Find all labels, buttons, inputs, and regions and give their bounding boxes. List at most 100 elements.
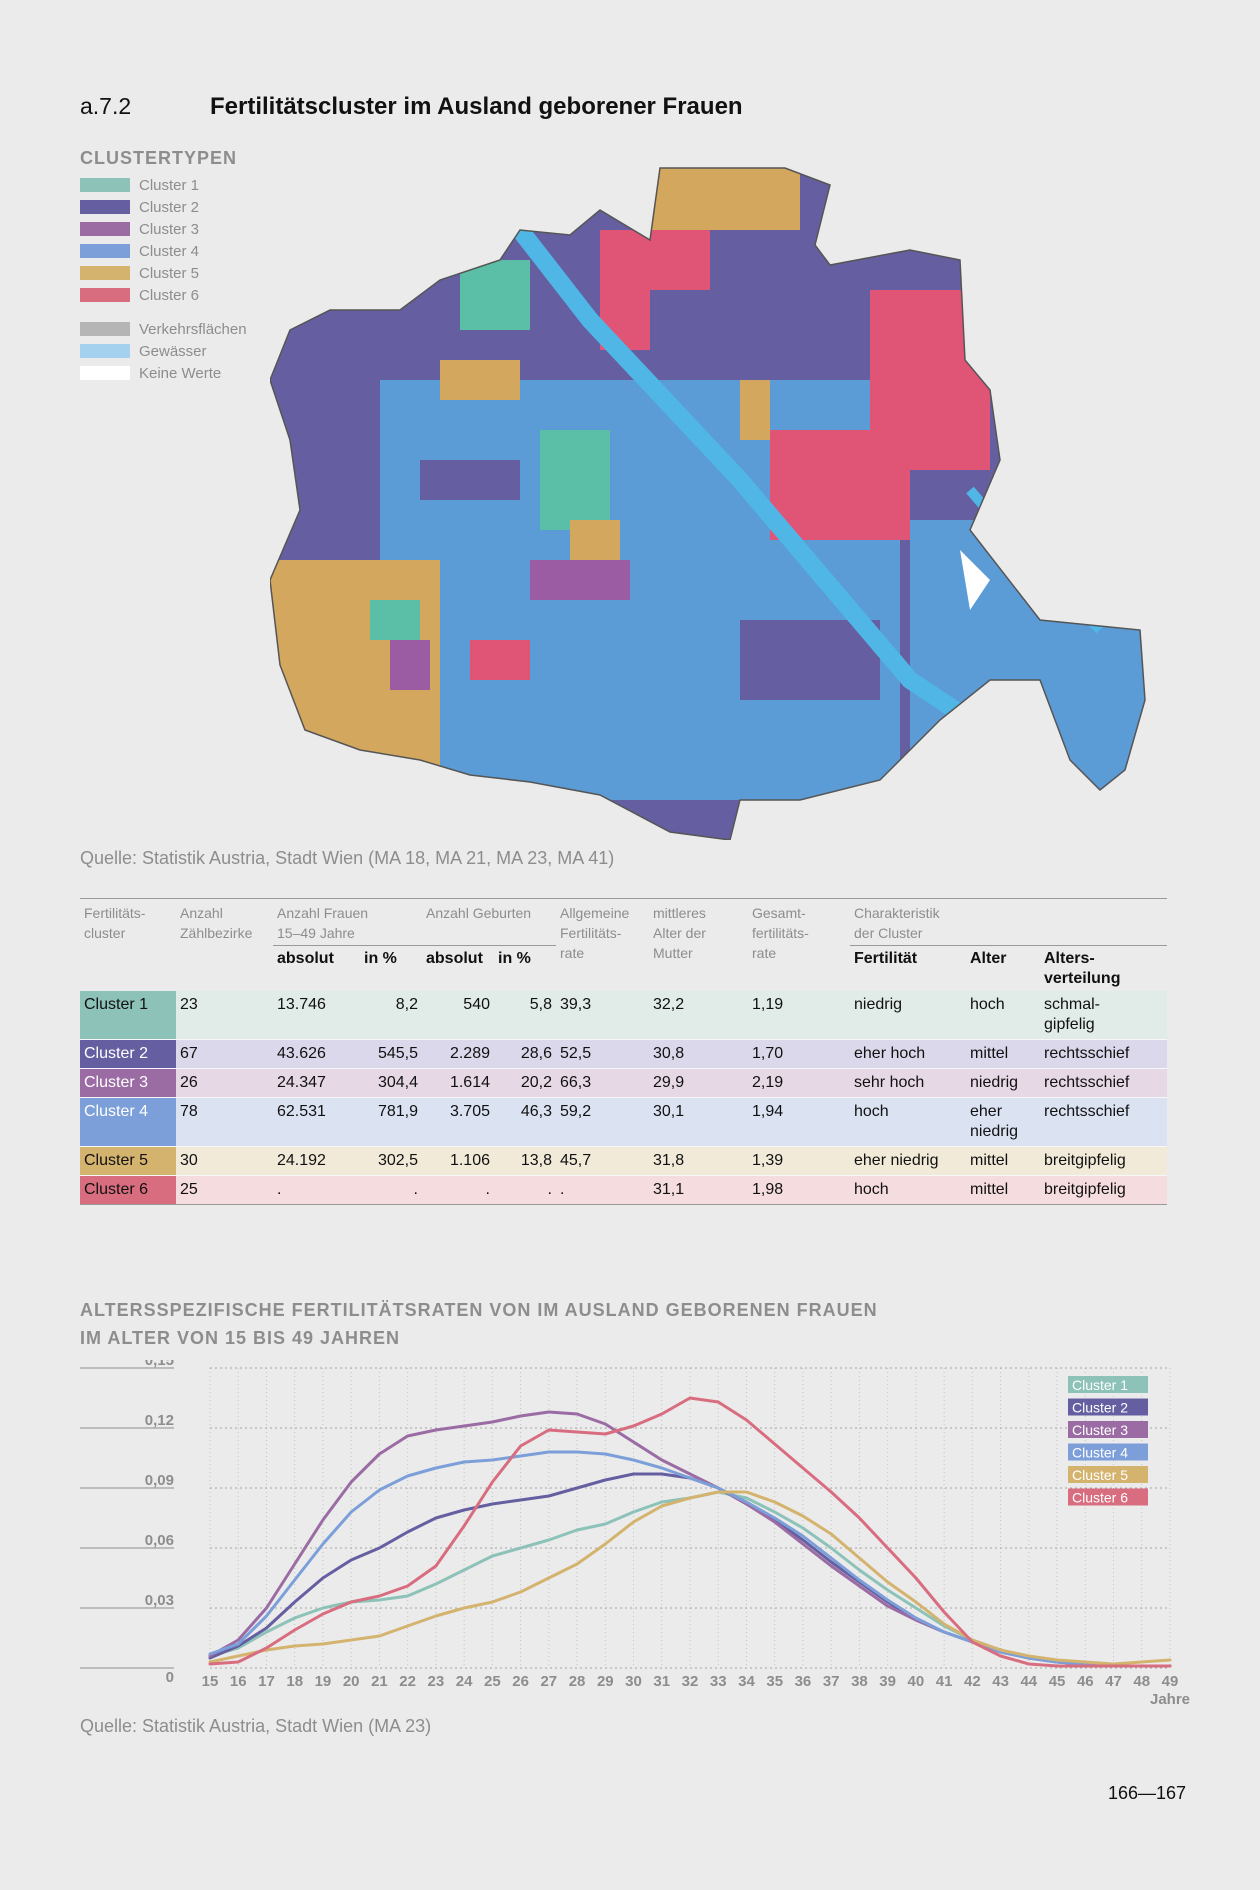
cell-births-pct: 13,8 — [494, 1146, 556, 1176]
table-row: Cluster 2 67 43.626 545,5 2.289 28,6 52,5 30,8 1… — [80, 1039, 1167, 1069]
chart-legend-swatch — [1068, 1398, 1148, 1416]
th-alter: Alter — [970, 950, 1007, 967]
cell-women-abs: 62.531 — [273, 1097, 360, 1147]
cell-cluster: Cluster 6 — [80, 1175, 176, 1205]
x-tick-label: 44 — [1020, 1673, 1037, 1690]
series-line-cluster-3 — [208, 1410, 1172, 1668]
cell-fert: eher niedrig — [850, 1146, 966, 1176]
cell-dist: rechtsschief — [1040, 1068, 1167, 1098]
cell-tfr: 2,19 — [748, 1068, 850, 1098]
legend-swatch — [80, 178, 130, 192]
x-tick-label: 42 — [964, 1673, 981, 1690]
legend-item: Cluster 6 — [80, 284, 247, 306]
x-tick-label: 41 — [936, 1673, 953, 1690]
th-districts: Anzahl Zählbezirke — [176, 898, 273, 991]
x-tick-label: 45 — [1049, 1673, 1066, 1690]
x-tick-label: 35 — [766, 1673, 783, 1690]
cell-women-pct: 545,5 — [360, 1039, 422, 1069]
th-births: Anzahl Geburten — [422, 898, 556, 946]
th-fertility: Fertilität — [854, 950, 918, 967]
legend-item: Gewässer — [80, 340, 247, 362]
cell-tfr: 1,39 — [748, 1146, 850, 1176]
chart-title-line1: ALTERSSPEZIFISCHE FERTILITÄTSRATEN VON I… — [80, 1300, 878, 1320]
cell-births-pct: 20,2 — [494, 1068, 556, 1098]
cell-dist: breitgipfelig — [1040, 1146, 1167, 1176]
th-women-abs: absolut — [277, 950, 334, 967]
chart-legend-label: Cluster 4 — [1072, 1445, 1128, 1461]
legend-item: Verkehrsflächen — [80, 318, 247, 340]
cell-districts: 67 — [176, 1039, 273, 1069]
vienna-cluster-map — [270, 167, 1146, 840]
legend-item: Cluster 2 — [80, 196, 247, 218]
cell-dist: rechtsschief — [1040, 1039, 1167, 1069]
cell-births-abs: 2.289 — [422, 1039, 494, 1069]
th-births-pct: in % — [498, 950, 531, 967]
cluster-table: Fertilitäts- cluster Anzahl Zählbezirke … — [80, 898, 1167, 1205]
cell-age: 30,1 — [649, 1097, 748, 1147]
legend-label: Verkehrsflächen — [139, 320, 247, 338]
series-line-cluster-4 — [208, 1450, 1172, 1668]
cell-cluster: Cluster 4 — [80, 1097, 176, 1147]
legend-swatch — [80, 322, 130, 336]
legend-swatch — [80, 344, 130, 358]
chart-legend-label: Cluster 3 — [1072, 1422, 1128, 1438]
cell-fert: sehr hoch — [850, 1068, 966, 1098]
cell-gfr: 59,2 — [556, 1097, 649, 1147]
legend-label: Cluster 3 — [139, 220, 200, 238]
y-tick-label: 0,12 — [145, 1412, 174, 1429]
chart-legend-label: Cluster 6 — [1072, 1490, 1128, 1506]
cell-districts: 78 — [176, 1097, 273, 1147]
x-tick-label: 39 — [879, 1673, 896, 1690]
cell-alter: mittel — [966, 1175, 1040, 1205]
cell-age: 31,1 — [649, 1175, 748, 1205]
cell-alter: mittel — [966, 1039, 1040, 1069]
map-source: Quelle: Statistik Austria, Stadt Wien (M… — [80, 848, 615, 868]
cell-fert: hoch — [850, 1097, 966, 1147]
chart-legend-swatch — [1068, 1376, 1148, 1393]
cell-tfr: 1,94 — [748, 1097, 850, 1147]
legend-item: Cluster 5 — [80, 262, 247, 284]
table-row: Cluster 3 26 24.347 304,4 1.614 20,2 66,3 29,9 2… — [80, 1068, 1167, 1098]
table-row: Cluster 5 30 24.192 302,5 1.106 13,8 45,7 31,8 1… — [80, 1146, 1167, 1176]
x-tick-label: 16 — [230, 1673, 247, 1690]
cell-births-abs: 1.614 — [422, 1068, 494, 1098]
cell-births-abs: . — [422, 1175, 494, 1205]
chart-source: Quelle: Statistik Austria, Stadt Wien (M… — [80, 1716, 432, 1736]
chart-legend-swatch — [1068, 1488, 1148, 1506]
cell-alter: mittel — [966, 1146, 1040, 1176]
th-gfr: Allgemeine Fertilitäts- rate — [556, 898, 649, 991]
x-tick-label: 30 — [625, 1673, 642, 1690]
chart-legend-swatch — [1068, 1443, 1148, 1461]
legend-label: Cluster 5 — [139, 264, 200, 282]
series-line-cluster-2 — [208, 1472, 1172, 1668]
x-tick-label: 19 — [315, 1673, 332, 1690]
cell-dist: schmal- gipfelig — [1040, 991, 1167, 1040]
cell-gfr: 39,3 — [556, 991, 649, 1040]
cell-cluster: Cluster 5 — [80, 1146, 176, 1176]
page-title: Fertilitätscluster im Ausland geborener … — [210, 93, 743, 120]
x-tick-label: 23 — [428, 1673, 445, 1690]
x-tick-label: 25 — [484, 1673, 501, 1690]
legend-item: Cluster 4 — [80, 240, 247, 262]
cell-tfr: 1,19 — [748, 991, 850, 1040]
cell-births-pct: 5,8 — [494, 991, 556, 1040]
chart-legend-label: Cluster 2 — [1072, 1400, 1128, 1416]
chart-legend-swatch — [1068, 1421, 1148, 1438]
chart-legend-label: Cluster 1 — [1072, 1377, 1128, 1393]
cell-women-pct: 781,9 — [360, 1097, 422, 1147]
cell-alter: eher niedrig — [966, 1097, 1040, 1147]
table-row: Cluster 6 25..... 31,1 1,98 hoch mittel breitg… — [80, 1175, 1167, 1205]
legend-swatch — [80, 244, 130, 258]
chart-legend-swatch — [1068, 1466, 1148, 1483]
cell-tfr: 1,98 — [748, 1175, 850, 1205]
cell-dist: rechtsschief — [1040, 1097, 1167, 1147]
cell-cluster: Cluster 2 — [80, 1039, 176, 1069]
cell-women-pct: 302,5 — [360, 1146, 422, 1176]
cell-gfr: . — [556, 1175, 649, 1205]
legend-swatch — [80, 222, 130, 236]
x-tick-label: 33 — [710, 1673, 727, 1690]
cell-age: 30,8 — [649, 1039, 748, 1069]
cell-cluster: Cluster 3 — [80, 1068, 176, 1098]
x-tick-label: 38 — [851, 1673, 868, 1690]
legend-label: Cluster 2 — [139, 198, 200, 216]
